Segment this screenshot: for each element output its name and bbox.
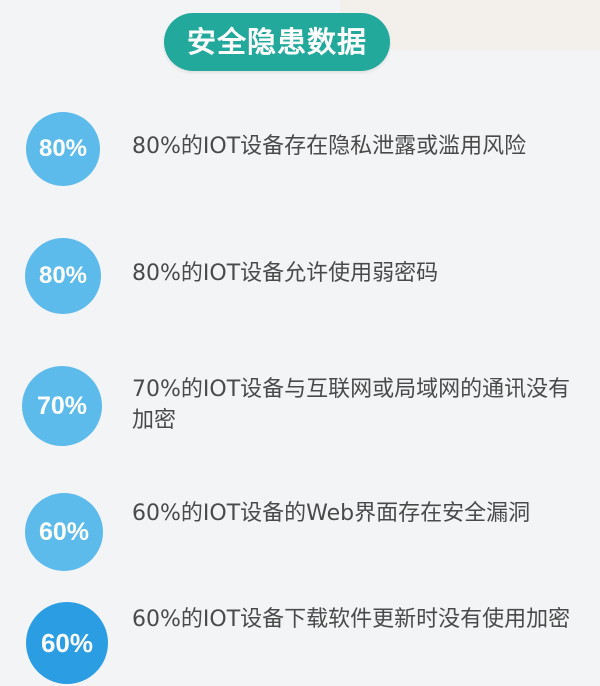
- item-text: 80%的IOT设备存在隐私泄露或滥用风险: [132, 134, 527, 159]
- list-item: 80% 80%的IOT设备允许使用弱密码: [0, 238, 600, 318]
- percent-badge: 80%: [26, 112, 100, 186]
- page-title: 安全隐患数据: [164, 13, 390, 71]
- list-item: 70% 70%的IOT设备与互联网或局域网的通讯没有加密: [0, 362, 600, 452]
- list-item: 60% 60%的IOT设备的Web界面存在安全漏洞: [0, 490, 600, 580]
- list-item: 60% 60%的IOT设备下载软件更新时没有使用加密: [0, 596, 600, 686]
- percent-badge: 60%: [25, 493, 103, 571]
- percent-badge: 60%: [26, 602, 108, 684]
- item-text: 80%的IOT设备允许使用弱密码: [132, 261, 439, 286]
- list-item: 80% 80%的IOT设备存在隐私泄露或滥用风险: [0, 110, 600, 190]
- item-text: 70%的IOT设备与互联网或局域网的通讯没有加密: [132, 377, 571, 433]
- percent-badge: 80%: [25, 238, 101, 314]
- item-text: 60%的IOT设备的Web界面存在安全漏洞: [132, 501, 531, 526]
- percent-badge: 70%: [22, 366, 102, 446]
- item-text: 60%的IOT设备下载软件更新时没有使用加密: [132, 607, 571, 632]
